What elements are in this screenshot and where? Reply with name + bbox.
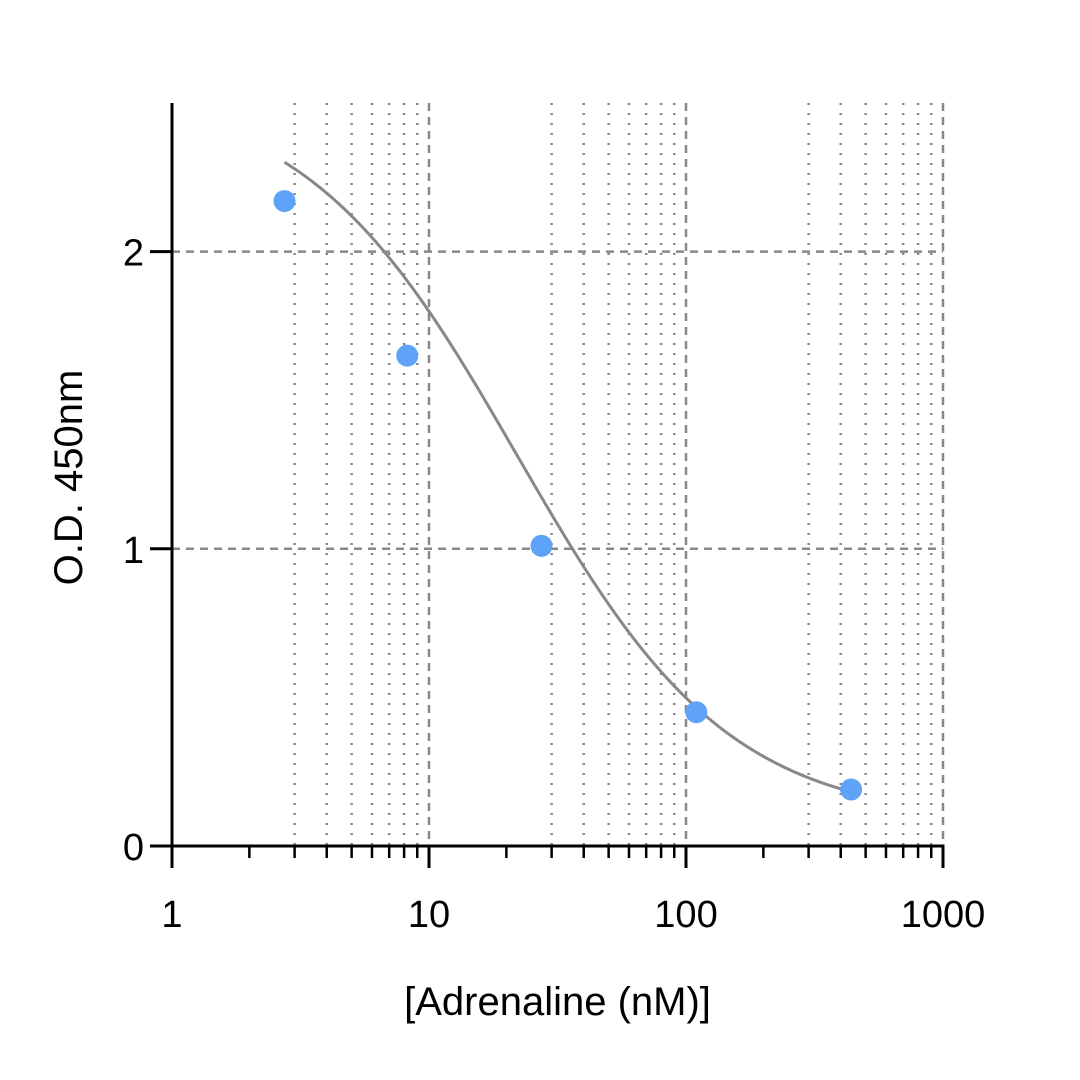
x-tick-label: 1000 xyxy=(901,894,986,936)
data-point xyxy=(685,701,708,724)
data-points xyxy=(273,190,863,801)
y-tick-label: 2 xyxy=(123,233,144,275)
x-axis-title: [Adrenaline (nM)] xyxy=(404,980,711,1024)
y-tick-label: 0 xyxy=(123,827,144,869)
data-point xyxy=(530,534,553,557)
data-point xyxy=(840,778,863,801)
y-axis-title: O.D. 450nm xyxy=(47,370,91,586)
fit-curve-line xyxy=(283,160,852,794)
x-tick-label: 1 xyxy=(161,894,182,936)
minor-gridlines xyxy=(293,103,933,846)
x-tick-label: 10 xyxy=(408,894,450,936)
axes xyxy=(170,103,945,848)
major-gridlines xyxy=(172,103,945,846)
ticks xyxy=(150,250,945,868)
y-tick-label: 1 xyxy=(123,530,144,572)
x-tick-label: 100 xyxy=(654,894,717,936)
data-point xyxy=(273,190,296,213)
data-point xyxy=(396,344,419,367)
